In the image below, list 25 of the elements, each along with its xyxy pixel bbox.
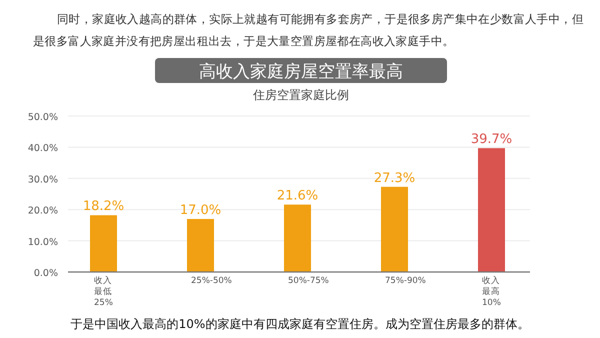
chart-subtitle: 住房空置家庭比例	[252, 88, 349, 102]
y-tick-label: 50.0%	[28, 112, 58, 123]
text: 同时，家庭收入越高的群体，实际上就越有可能拥有多套房产，于是很多房产集中在少数富人手中，但是很多富人家庭并没有把房屋出租出去，于是大量空置房屋都在高收入家庭手中。	[33, 12, 585, 50]
data-label: 17.0%	[180, 202, 222, 218]
x-tick-label: 50%-75%	[288, 276, 329, 286]
x-tick-label: 25%-50%	[191, 276, 232, 286]
y-tick-label: 20.0%	[28, 206, 58, 217]
text: 于是中国收入最高的10%的家庭中有四成家庭有空置住房。成为空置住房最多的群体。	[70, 317, 530, 331]
x-tick-label: 收入最高10%	[482, 275, 501, 308]
y-tick-label: 0.0%	[34, 268, 58, 279]
bar	[187, 218, 214, 272]
data-label: 21.6%	[276, 188, 318, 204]
y-tick-label: 30.0%	[28, 174, 58, 186]
data-label: 39.7%	[470, 132, 512, 148]
x-tick-label: 收入最低25%	[94, 275, 113, 308]
data-label: 27.3%	[374, 170, 416, 186]
bar	[90, 215, 117, 272]
data-label: 18.2%	[82, 199, 124, 214]
bar	[284, 204, 311, 272]
chart-title: 高收入家庭房屋空置率最高	[199, 62, 403, 82]
bar	[478, 148, 505, 272]
x-tick-label: 75%-90%	[385, 276, 426, 286]
y-tick-label: 40.0%	[28, 143, 58, 154]
bar	[381, 186, 408, 272]
y-tick-label: 10.0%	[28, 236, 58, 248]
